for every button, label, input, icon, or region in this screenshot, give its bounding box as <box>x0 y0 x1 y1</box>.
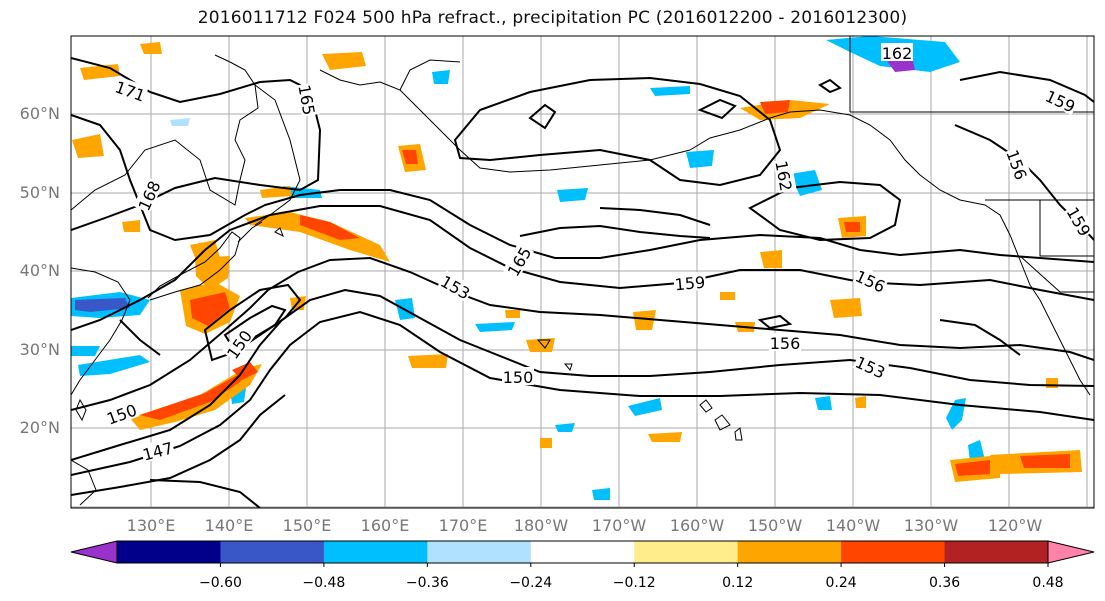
contour-label: 159 <box>674 273 706 295</box>
contour-label: 156 <box>770 334 801 353</box>
longitude-tick-label: 160°E <box>361 516 410 535</box>
colorbar-segment <box>841 541 946 563</box>
map-frame <box>70 35 1095 509</box>
longitude-tick-label: 170°W <box>592 516 647 535</box>
colorbar-segment <box>737 541 842 563</box>
contour-label-background <box>1042 85 1080 116</box>
colorbar-segment <box>323 541 428 563</box>
longitude-tick-label: 140°E <box>205 516 254 535</box>
longitude-tick-label: 160°W <box>670 516 725 535</box>
latitude-tick-label: 50°N <box>20 183 60 202</box>
colorbar-tick-label: −0.48 <box>302 575 345 591</box>
contour-label-background <box>502 367 534 385</box>
coastlines <box>71 36 1094 506</box>
latitude-tick-label: 60°N <box>20 104 60 123</box>
latitude-tick-label: 20°N <box>20 418 60 437</box>
latitude-tick-label: 30°N <box>20 340 60 359</box>
contour-label-background <box>881 43 913 61</box>
longitude-tick-label: 120°W <box>988 516 1043 535</box>
colorbar-tick-labels: −0.60 −0.48 −0.36 −0.24 −0.12 0.12 0.24 0.36 0.4… <box>199 563 1064 591</box>
colorbar-extend-high <box>1047 540 1095 564</box>
contour-label-background <box>1063 202 1094 240</box>
colorbar-frame <box>116 540 1049 564</box>
longitude-tick-label: 150°W <box>748 516 803 535</box>
colorbar-tick-label: 0.48 <box>1032 575 1063 591</box>
contour-label-background <box>139 437 176 463</box>
colorbar-segment <box>634 541 739 563</box>
colorbar-tick-label: 0.12 <box>722 575 753 591</box>
colorbar-tick-label: −0.36 <box>406 575 449 591</box>
longitude-tick-label: 130°W <box>904 516 959 535</box>
contour-label: 162 <box>882 44 913 63</box>
latitude-labels: 60°N 50°N 40°N 30°N 20°N <box>20 104 60 437</box>
contour-label-background <box>437 270 475 303</box>
colorbar-extend-low <box>70 540 118 564</box>
colorbar-segment <box>220 541 325 563</box>
contour-label-background <box>103 399 140 428</box>
colorbar-segment <box>944 541 1049 563</box>
latitude-tick-label: 40°N <box>20 261 60 280</box>
contour-label-background <box>673 271 707 293</box>
graticule <box>71 36 1094 508</box>
colorbar <box>70 540 1095 564</box>
contour-label-background <box>502 242 535 280</box>
colorbar-tick-label: −0.12 <box>613 575 656 591</box>
longitude-tick-label: 130°E <box>127 516 176 535</box>
contour-label-background <box>221 325 255 363</box>
map-background <box>71 36 1094 508</box>
colorbar-tick-label: −0.24 <box>509 575 552 591</box>
contour-label-background <box>112 76 149 105</box>
map-title: 2016011712 F024 500 hPa refract., precip… <box>197 8 908 28</box>
contour-label-background <box>1003 146 1032 183</box>
contour-label-background <box>296 82 320 117</box>
colorbar-tick-label: 0.36 <box>929 575 960 591</box>
colorbar-tick-label: −0.60 <box>199 575 242 591</box>
colorbar-segment <box>427 541 532 563</box>
longitude-tick-label: 140°W <box>826 516 881 535</box>
contour-label: 150 <box>503 368 534 387</box>
contour-label-background <box>852 265 890 296</box>
longitude-tick-label: 150°E <box>283 516 332 535</box>
colorbar-segment <box>117 541 221 563</box>
contour-label-background <box>773 158 797 193</box>
contour-label-background <box>133 176 164 214</box>
longitude-tick-label: 180°W <box>514 516 569 535</box>
longitude-labels: 130°E 140°E 150°E 160°E 170°E 180°W 170°W 160°W… <box>127 516 1043 535</box>
colorbar-segment <box>530 541 635 563</box>
colorbar-tick-label: 0.24 <box>826 575 857 591</box>
contour-label-background <box>852 351 890 382</box>
longitude-tick-label: 170°E <box>439 516 488 535</box>
contour-label-background <box>769 333 801 351</box>
